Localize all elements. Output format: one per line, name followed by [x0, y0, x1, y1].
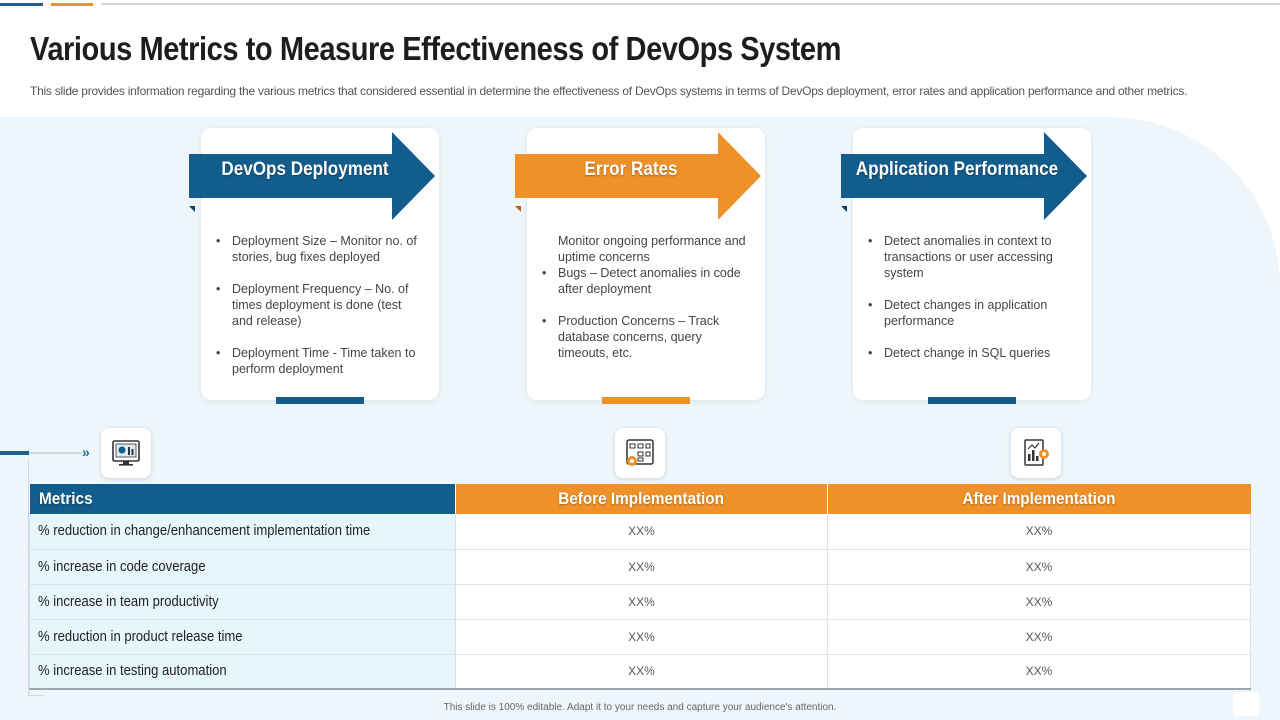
metric-cell: % increase in code coverage [29, 549, 456, 585]
list-item: Detect change in SQL queries [866, 345, 1076, 361]
metric-cell: % reduction in product release time [29, 619, 456, 655]
list-item: Deployment Size – Monitor no. of stories… [214, 233, 424, 265]
list-item: Detect anomalies in context to transacti… [866, 233, 1076, 281]
page-title: Various Metrics to Measure Effectiveness… [30, 30, 841, 67]
header-metrics: Metrics [29, 484, 456, 514]
bullet-list: Deployment Size – Monitor no. of stories… [214, 233, 424, 393]
table-row: % increase in testing automation XX% XX% [29, 654, 1251, 690]
arrow-devops-deployment: DevOps Deployment [189, 132, 435, 220]
page-subtitle: This slide provides information regardin… [30, 84, 1188, 98]
after-cell: XX% [827, 654, 1251, 690]
dashboard-monitor-icon [101, 428, 151, 478]
card-title: DevOps Deployment [221, 159, 389, 180]
table-row: % increase in code coverage XX% XX% [29, 549, 1251, 585]
bullet-list: Detect anomalies in context to transacti… [866, 233, 1076, 377]
list-item: Detect changes in application performanc… [866, 297, 1076, 329]
workflow-gear-icon [615, 428, 665, 478]
after-cell: XX% [827, 514, 1251, 550]
card-foot-bar [928, 397, 1016, 404]
after-cell: XX% [827, 619, 1251, 655]
top-accent-orange [51, 3, 93, 6]
list-item: Deployment Frequency – No. of times depl… [214, 281, 424, 329]
before-cell: XX% [455, 584, 828, 620]
list-item: Monitor ongoing performance and uptime c… [558, 234, 746, 264]
list-item: Bugs – Detect anomalies in code after de… [540, 265, 750, 297]
before-cell: XX% [455, 549, 828, 585]
connector-accent [0, 451, 29, 455]
after-cell: XX% [827, 549, 1251, 585]
before-cell: XX% [455, 514, 828, 550]
header-before: Before Implementation [455, 484, 828, 514]
top-accent-line [101, 3, 1280, 5]
metric-cell: % increase in team productivity [29, 584, 456, 620]
before-cell: XX% [455, 654, 828, 690]
report-chart-gear-icon [1011, 428, 1061, 478]
after-cell: XX% [827, 584, 1251, 620]
arrow-application-performance: Application Performance [841, 132, 1087, 220]
footer-note: This slide is 100% editable. Adapt it to… [443, 702, 837, 713]
header-after: After Implementation [827, 484, 1251, 514]
list-item: Production Concerns – Track database con… [540, 313, 750, 361]
table-bracket [28, 460, 43, 696]
arrow-error-rates: Error Rates [515, 132, 761, 220]
card-title: Application Performance [855, 159, 1059, 180]
table-header-row: Metrics Before Implementation After Impl… [29, 484, 1251, 514]
table-row: % increase in team productivity XX% XX% [29, 584, 1251, 620]
table-row: % reduction in product release time XX% … [29, 619, 1251, 655]
connector-line [0, 452, 82, 454]
table-row: % reduction in change/enhancement implem… [29, 514, 1251, 550]
card-foot-bar [276, 397, 364, 404]
metric-cell: % increase in testing automation [29, 654, 456, 690]
metric-cell: % reduction in change/enhancement implem… [29, 514, 456, 550]
top-accent-blue [0, 3, 43, 6]
metrics-table: Metrics Before Implementation After Impl… [29, 484, 1251, 690]
bullet-list: Monitor ongoing performance and uptime c… [540, 233, 750, 377]
card-foot-bar [602, 397, 690, 404]
double-chevron-icon: » [82, 444, 90, 460]
card-title: Error Rates [584, 159, 678, 180]
corner-decoration [1233, 692, 1259, 716]
before-cell: XX% [455, 619, 828, 655]
list-item: Deployment Time - Time taken to perform … [214, 345, 424, 377]
